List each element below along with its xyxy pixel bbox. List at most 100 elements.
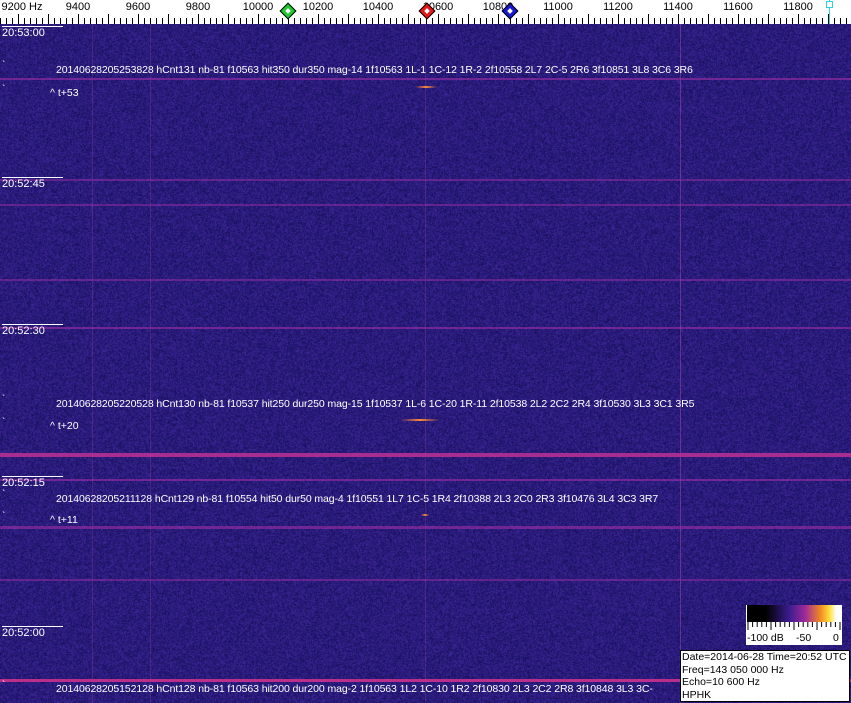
time-label: 20:52:15 — [2, 476, 63, 489]
frequency-tick — [222, 18, 223, 24]
frequency-tick — [438, 14, 439, 24]
frequency-tick-label: 9800 — [186, 1, 210, 13]
waterfall-horizontal-line — [0, 327, 851, 329]
frequency-tick — [300, 18, 301, 24]
event-tick-mark: ` — [2, 489, 5, 500]
frequency-tick — [276, 18, 277, 24]
frequency-tick — [66, 18, 67, 24]
frequency-tick — [270, 18, 271, 24]
frequency-tick — [282, 18, 283, 24]
frequency-tick — [762, 18, 763, 24]
frequency-tick — [570, 18, 571, 24]
green-marker-icon[interactable] — [280, 3, 297, 20]
frequency-tick — [186, 18, 187, 24]
event-tick-mark: ` — [2, 417, 5, 428]
event-log-line: 20140628205253828 hCnt131 nb-81 f10563 h… — [56, 64, 693, 76]
color-scale-label-max: 0 — [833, 632, 839, 644]
frequency-tick — [162, 18, 163, 24]
frequency-tick — [774, 18, 775, 24]
event-log-line: 20140628205220528 hCnt130 nb-81 f10537 h… — [56, 398, 694, 410]
event-tick-mark: ` — [2, 511, 5, 522]
frequency-tick — [366, 18, 367, 24]
frequency-tick — [504, 18, 505, 24]
time-label: 20:52:45 — [2, 177, 63, 190]
waterfall-horizontal-line — [0, 204, 851, 206]
waterfall-horizontal-line — [0, 579, 851, 581]
frequency-tick — [534, 18, 535, 24]
frequency-tick — [432, 18, 433, 24]
frequency-tick — [30, 18, 31, 24]
frequency-tick — [618, 14, 619, 24]
frequency-axis[interactable]: 9200 Hz 9400 9600 9800 10000 10200 10400 10600… — [0, 0, 851, 24]
frequency-tick — [342, 18, 343, 24]
frequency-tick — [780, 18, 781, 24]
frequency-tick-label: 9400 — [66, 1, 90, 13]
frequency-tick — [210, 18, 211, 24]
frequency-tick — [12, 18, 13, 24]
frequency-tick — [78, 14, 79, 24]
frequency-tick-label: 11800 — [783, 1, 813, 13]
frequency-tick — [48, 14, 49, 24]
frequency-tick — [192, 18, 193, 24]
frequency-tick — [414, 18, 415, 24]
waterfall-horizontal-line — [0, 279, 851, 281]
frequency-tick — [390, 18, 391, 24]
frequency-tick — [258, 14, 259, 24]
frequency-tick — [696, 18, 697, 24]
event-time-offset: ^ t+11 — [50, 514, 78, 526]
frequency-tick — [198, 14, 199, 24]
frequency-tick — [246, 18, 247, 24]
frequency-tick-label: 10200 — [303, 1, 334, 13]
frequency-tick — [678, 14, 679, 24]
frequency-tick — [522, 18, 523, 24]
frequency-tick-label: 11400 — [663, 1, 693, 13]
time-label: 20:52:00 — [2, 626, 63, 639]
frequency-tick — [630, 18, 631, 24]
event-time-offset: ^ t+53 — [50, 87, 79, 99]
frequency-tick — [138, 14, 139, 24]
frequency-tick — [648, 14, 649, 24]
frequency-tick — [378, 14, 379, 24]
event-tick-mark: ` — [2, 394, 5, 405]
info-station: HPHK — [682, 689, 849, 702]
frequency-tick — [606, 18, 607, 24]
frequency-tick — [330, 18, 331, 24]
info-frequency: Freq=143 050 000 Hz — [682, 664, 849, 677]
frequency-tick — [306, 18, 307, 24]
meteor-echo — [421, 514, 429, 516]
frequency-tick — [450, 18, 451, 24]
event-time-offset: ^ t+20 — [50, 420, 79, 432]
waterfall-vertical-line — [425, 24, 426, 703]
frequency-tick — [324, 18, 325, 24]
frequency-tick — [546, 18, 547, 24]
frequency-axis-unit-label: 9200 Hz — [2, 1, 43, 13]
frequency-tick — [402, 18, 403, 24]
frequency-tick — [636, 18, 637, 24]
event-tick-mark: ` — [2, 680, 5, 691]
frequency-tick — [474, 18, 475, 24]
frequency-tick — [126, 18, 127, 24]
frequency-tick — [0, 18, 1, 24]
frequency-tick — [564, 18, 565, 24]
frequency-tick — [702, 18, 703, 24]
frequency-tick — [594, 18, 595, 24]
waterfall-vertical-line — [92, 24, 93, 703]
waterfall-vertical-line — [680, 24, 681, 703]
frequency-tick — [144, 18, 145, 24]
frequency-tick — [456, 18, 457, 24]
frequency-tick — [660, 18, 661, 24]
frequency-tick — [840, 18, 841, 24]
cyan-marker-icon[interactable] — [829, 0, 830, 24]
frequency-tick-label: 11600 — [723, 1, 753, 13]
waterfall-horizontal-line — [0, 526, 851, 529]
frequency-tick-label: 11000 — [543, 1, 573, 13]
frequency-tick — [54, 18, 55, 24]
frequency-tick — [420, 18, 421, 24]
frequency-tick — [816, 18, 817, 24]
frequency-tick — [804, 18, 805, 24]
frequency-tick — [624, 18, 625, 24]
frequency-tick — [690, 18, 691, 24]
frequency-tick — [174, 18, 175, 24]
frequency-tick — [60, 18, 61, 24]
waterfall-horizontal-line — [0, 179, 851, 181]
